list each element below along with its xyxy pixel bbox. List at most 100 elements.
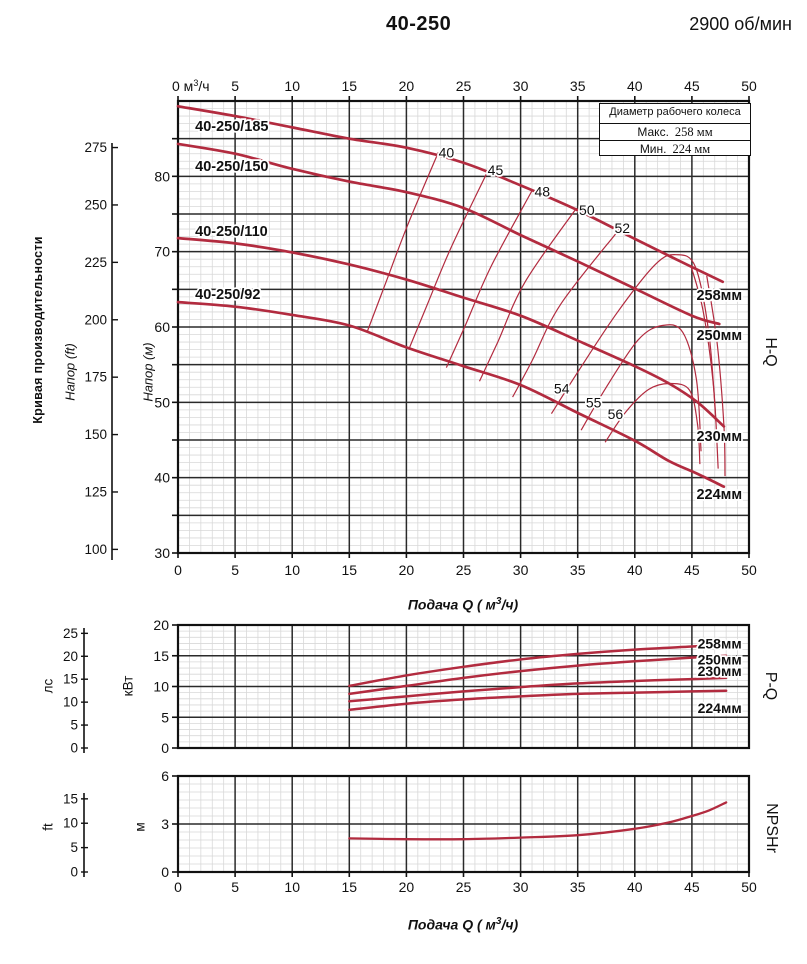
performance-curve-axis-title: Кривая производительности [31, 236, 45, 424]
impeller-min-row: Мин. 224 мм [600, 141, 750, 158]
hq-y-ft-tick-label: 200 [84, 312, 107, 327]
impeller-max-value: 258 мм [674, 124, 713, 139]
impeller-max-label: Макс. [637, 124, 669, 139]
eff-55-loop-contour [580, 324, 702, 452]
impeller-label-258мм: 258мм [696, 288, 742, 304]
hq-y-ft-tick-label: 275 [84, 140, 107, 155]
npsh-ft-axis-title: ft [40, 823, 56, 831]
hq-x-tick-label: 0 [174, 562, 182, 578]
npshr-x-tick-label: 50 [741, 879, 757, 895]
npshr-x-tick-label: 25 [456, 879, 472, 895]
hq-y-ft-tick-label: 250 [84, 197, 107, 212]
npshr-y-ft-tick-label: 10 [63, 816, 78, 831]
hq-y-m-tick-label: 40 [154, 470, 170, 486]
pq-impeller-label-224мм: 224мм [698, 700, 742, 716]
npshr-x-tick-label: 20 [399, 879, 415, 895]
hq-x-tick-label: 10 [284, 562, 300, 578]
eff-50-contour [478, 207, 578, 382]
hq-x-tick-label: 15 [342, 562, 358, 578]
npshr-y-m-tick-label: 6 [161, 768, 169, 784]
hq-y-ft-tick-label: 125 [84, 484, 107, 499]
hq-y-m-tick-label: 60 [154, 319, 170, 335]
efficiency-label-48: 48 [535, 184, 551, 200]
eff-40-contour [367, 151, 439, 331]
model-label-40-250/185: 40-250/185 [195, 119, 268, 135]
npshr-curve [348, 801, 728, 841]
power-curve-250мм [348, 654, 728, 696]
pq-section-label: P-Q [762, 671, 779, 701]
pq-impeller-label-230мм: 230мм [698, 663, 742, 679]
hq-x-tick-label: 50 [741, 562, 757, 578]
npshr-section-label: NPSHr [763, 803, 780, 853]
pq-impeller-label-250мм: 250мм [698, 651, 742, 667]
power-curve-258мм [348, 643, 728, 688]
npshr-chart: 0 3 6 0 5 10 15 0 5 10 15 20 25 30 35 40 45 50 [63, 768, 757, 895]
eff-45-contour [408, 173, 487, 350]
hq-y-ft-tick-label: 150 [84, 427, 107, 442]
flow-axis-caption-npshr: Подача Q ( м3/ч) [407, 916, 519, 933]
impeller-min-label: Мин. [639, 142, 667, 156]
pump-speed: 2900 об/мин [689, 14, 792, 34]
pq-y-hp-tick-label: 10 [63, 695, 78, 710]
eff-50-right-contour [706, 275, 726, 477]
pq-y-kw-tick-label: 0 [161, 740, 169, 756]
pq-impeller-label-258мм: 258мм [698, 635, 742, 651]
hq-x-tick-label: 35 [570, 562, 586, 578]
hq-y-ft-tick-label: 175 [84, 370, 107, 385]
impeller-label-224мм: 224мм [696, 487, 742, 503]
efficiency-label-50: 50 [579, 202, 595, 218]
eff-48-contour [445, 190, 533, 368]
npshr-x-tick-label: 15 [342, 879, 358, 895]
impeller-box-title: Диаметр рабочего колеса [600, 104, 750, 124]
hq-top-tick-label: 40 [627, 78, 643, 94]
hq-x-tick-label: 40 [627, 562, 643, 578]
pq-y-kw-tick-label: 10 [153, 679, 169, 695]
npshr-x-tick-label: 35 [570, 879, 586, 895]
npshr-x-tick-label: 40 [627, 879, 643, 895]
npsh-m-axis-title: м [132, 822, 148, 832]
pq-y-hp-tick-label: 25 [63, 626, 78, 641]
hq-top-tick-label: 15 [342, 78, 358, 94]
curve-40-250/150 [176, 142, 721, 326]
curve-40-250/92 [176, 300, 726, 489]
efficiency-label-52: 52 [614, 220, 630, 236]
pq-y-kw-tick-label: 20 [153, 617, 169, 633]
pq-y-hp-tick-label: 20 [63, 649, 78, 664]
pq-y-hp-tick-label: 15 [63, 672, 78, 687]
hq-y-m-tick-label: 70 [154, 244, 170, 260]
hq-y-m-tick-label: 80 [154, 168, 170, 184]
npshr-x-tick-label: 10 [284, 879, 300, 895]
flow-axis-caption-main: Подача Q ( м3/ч) [407, 596, 519, 613]
head-ft-axis-title: Напор (ft) [62, 343, 78, 401]
impeller-max-row: Макс. 258 мм [600, 124, 750, 141]
pq-y-hp-tick-label: 0 [70, 741, 78, 756]
impeller-min-value: 224 мм [672, 142, 711, 156]
hq-x-tick-label: 30 [513, 562, 529, 578]
npshr-y-ft-tick-label: 0 [70, 865, 78, 880]
model-label-40-250/150: 40-250/150 [195, 159, 268, 175]
npshr-x-tick-label: 30 [513, 879, 529, 895]
power-curve-230мм [348, 676, 728, 703]
hq-top-tick-label: 10 [284, 78, 300, 94]
pq-y-hp-tick-label: 5 [70, 718, 78, 733]
model-label-40-250/92: 40-250/92 [195, 287, 260, 303]
hq-y-ft-tick-label: 100 [84, 542, 107, 557]
hq-x-tick-label: 45 [684, 562, 700, 578]
impeller-diameter-box: Диаметр рабочего колеса Макс. 258 мм Мин.… [599, 103, 751, 156]
hq-top-tick-label: 50 [741, 78, 757, 94]
hq-y-m-tick-label: 30 [154, 545, 170, 561]
hq-top-tick-label: 5 [231, 78, 239, 94]
npshr-y-m-tick-label: 0 [161, 864, 169, 880]
pq-y-kw-tick-label: 15 [153, 648, 169, 664]
page-title: 40-250 [386, 13, 452, 35]
npshr-x-tick-label: 45 [684, 879, 700, 895]
hq-chart: 00 м3/ч551010151520202525303035354040454… [84, 78, 757, 578]
power-kw-axis-title: кВт [120, 675, 136, 697]
hq-top-tick-label: 25 [456, 78, 472, 94]
efficiency-label-40: 40 [439, 145, 455, 161]
hq-x-tick-label: 20 [399, 562, 415, 578]
model-label-40-250/110: 40-250/110 [195, 224, 268, 240]
